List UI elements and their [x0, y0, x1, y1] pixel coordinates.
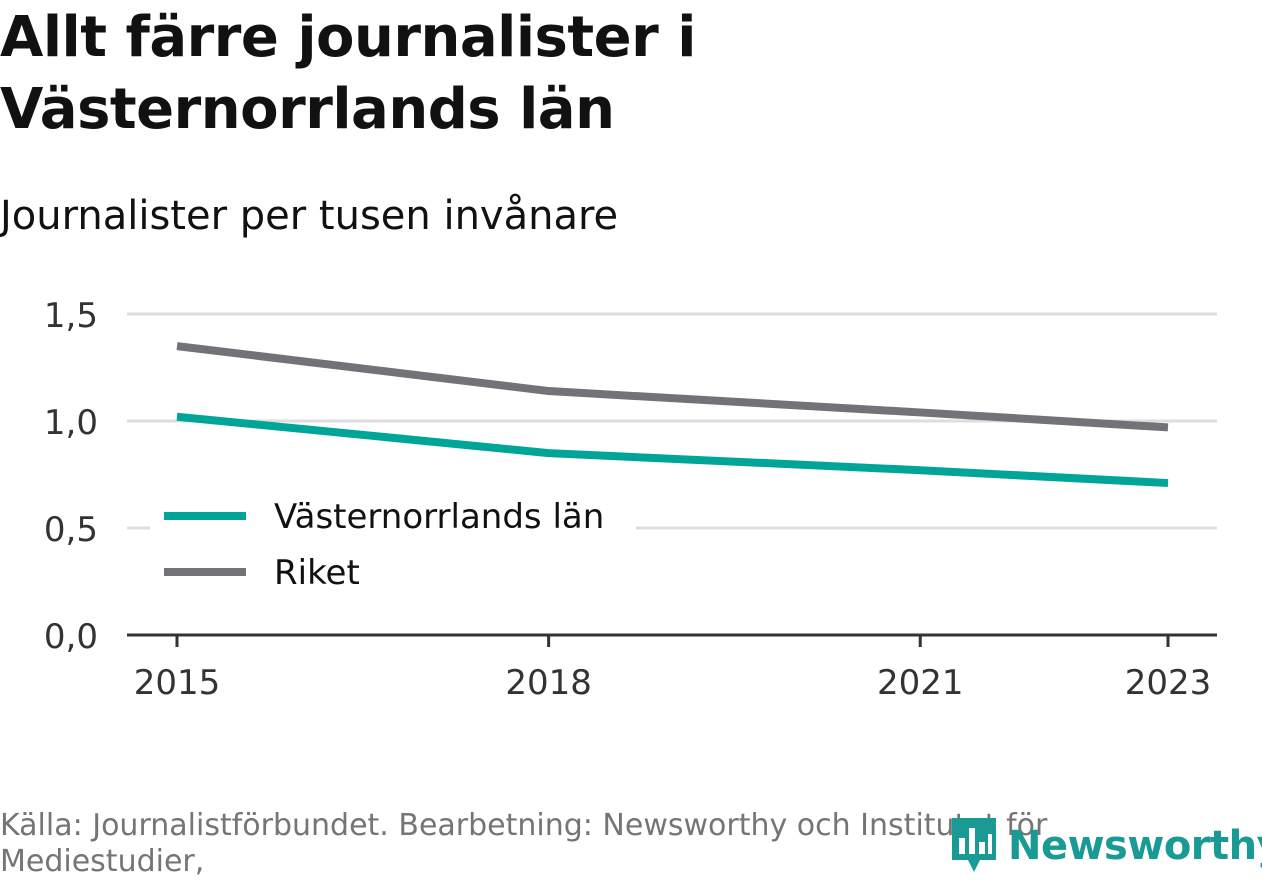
- legend-label: Västernorrlands län: [274, 497, 604, 537]
- y-tick-label: 0,5: [44, 510, 98, 550]
- x-tick-label: 2018: [505, 663, 592, 703]
- legend-label: Riket: [274, 553, 360, 593]
- series-line: [177, 346, 1168, 427]
- y-tick-label: 0,0: [44, 617, 98, 657]
- x-tick-label: 2015: [134, 663, 221, 703]
- series-line: [177, 417, 1168, 483]
- y-tick-label: 1,0: [44, 403, 98, 443]
- y-tick-labels: 0,0 0,5 1,0 1,5: [44, 296, 98, 657]
- legend: Västernorrlands län Riket: [150, 488, 636, 606]
- x-tick-labels: 2015 2018 2021 2023: [134, 663, 1212, 703]
- newsworthy-bar-chart-icon: [950, 814, 1000, 878]
- x-axis: [127, 635, 1217, 647]
- newsworthy-logo: Newsworthy: [950, 814, 1262, 878]
- x-tick-label: 2023: [1125, 663, 1212, 703]
- x-tick-label: 2021: [877, 663, 964, 703]
- series-lines: [177, 346, 1168, 483]
- y-tick-label: 1,5: [44, 296, 98, 336]
- logo-text: Newsworthy: [1008, 823, 1262, 869]
